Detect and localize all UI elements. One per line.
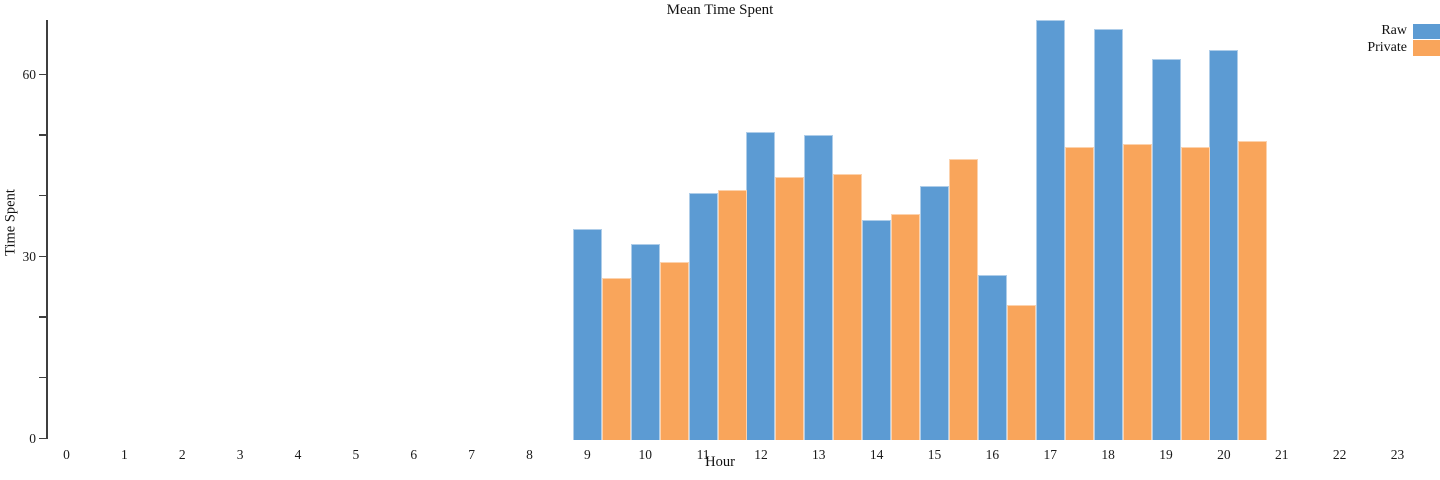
bar-private-hour-19 bbox=[1180, 147, 1210, 440]
x-tick-label: 8 bbox=[526, 447, 533, 462]
bar-raw-hour-20 bbox=[1209, 49, 1239, 440]
x-tick-label: 6 bbox=[410, 447, 418, 462]
bar-private-hour-12 bbox=[775, 177, 805, 440]
y-tick-mark bbox=[39, 316, 46, 318]
y-tick-mark bbox=[39, 255, 46, 257]
y-tick-mark bbox=[39, 134, 46, 136]
y-tick-mark bbox=[39, 377, 46, 379]
x-axis-label: Hour bbox=[705, 454, 735, 470]
bar-private-hour-17 bbox=[1064, 147, 1094, 440]
x-tick-label: 5 bbox=[352, 447, 360, 462]
bar-raw-hour-19 bbox=[1151, 59, 1181, 440]
legend-swatch-icon bbox=[1413, 23, 1440, 39]
bar-raw-hour-18 bbox=[1093, 28, 1123, 440]
legend-item-private: Private bbox=[1367, 40, 1440, 57]
x-tick-label: 20 bbox=[1217, 447, 1231, 462]
chart-title: Mean Time Spent bbox=[666, 2, 774, 18]
x-tick-label: 14 bbox=[869, 447, 884, 462]
bar-raw-hour-10 bbox=[630, 244, 660, 440]
x-tick-label: 15 bbox=[927, 447, 942, 462]
x-tick-label: 18 bbox=[1101, 447, 1115, 462]
bar-raw-hour-11 bbox=[688, 192, 718, 440]
y-tick-mark bbox=[39, 73, 46, 75]
x-tick-label: 11 bbox=[696, 447, 710, 462]
legend-label: Raw bbox=[1381, 23, 1407, 39]
x-tick-label: 2 bbox=[178, 447, 186, 462]
bar-raw-hour-16 bbox=[977, 274, 1007, 440]
x-tick-label: 21 bbox=[1275, 447, 1289, 462]
bar-private-hour-20 bbox=[1238, 140, 1268, 440]
legend-item-raw: Raw bbox=[1367, 23, 1440, 40]
x-tick-label: 13 bbox=[812, 447, 826, 462]
bar-private-hour-13 bbox=[833, 174, 863, 440]
y-axis-spine bbox=[46, 19, 48, 440]
x-tick-label: 16 bbox=[985, 447, 1000, 462]
bar-raw-hour-14 bbox=[862, 219, 892, 440]
bar-private-hour-14 bbox=[891, 213, 921, 440]
y-tick-mark bbox=[39, 194, 46, 197]
bar-private-hour-18 bbox=[1122, 144, 1152, 440]
bar-raw-hour-9 bbox=[572, 228, 602, 440]
y-tick-label: 30 bbox=[22, 248, 37, 264]
y-tick-label: 60 bbox=[22, 66, 37, 82]
bar-raw-hour-12 bbox=[746, 131, 776, 440]
x-tick-label: 9 bbox=[583, 447, 591, 462]
bar-raw-hour-15 bbox=[920, 186, 950, 440]
x-tick-label: 0 bbox=[63, 447, 70, 462]
x-tick-label: 23 bbox=[1390, 447, 1405, 462]
x-tick-label: 12 bbox=[754, 447, 768, 462]
bar-private-hour-9 bbox=[601, 277, 631, 440]
bar-private-hour-15 bbox=[949, 159, 979, 440]
x-tick-label: 22 bbox=[1332, 447, 1347, 462]
bar-private-hour-11 bbox=[717, 189, 747, 440]
x-tick-label: 3 bbox=[236, 447, 244, 462]
y-tick-mark bbox=[39, 437, 46, 440]
legend-label: Private bbox=[1367, 39, 1407, 55]
x-tick-label: 17 bbox=[1043, 447, 1058, 462]
bar-private-hour-10 bbox=[659, 262, 689, 440]
x-tick-label: 1 bbox=[120, 447, 128, 462]
bar-private-hour-16 bbox=[1006, 304, 1036, 440]
x-tick-label: 7 bbox=[468, 447, 475, 462]
legend-swatch-icon bbox=[1413, 40, 1440, 56]
legend: Raw Private bbox=[1367, 23, 1440, 56]
x-tick-label: 10 bbox=[638, 447, 652, 462]
bar-raw-hour-17 bbox=[1035, 19, 1065, 440]
x-tick-label: 19 bbox=[1159, 447, 1173, 462]
bar-raw-hour-13 bbox=[804, 134, 834, 440]
x-tick-label: 4 bbox=[294, 447, 302, 462]
y-tick-label: 0 bbox=[29, 430, 36, 446]
